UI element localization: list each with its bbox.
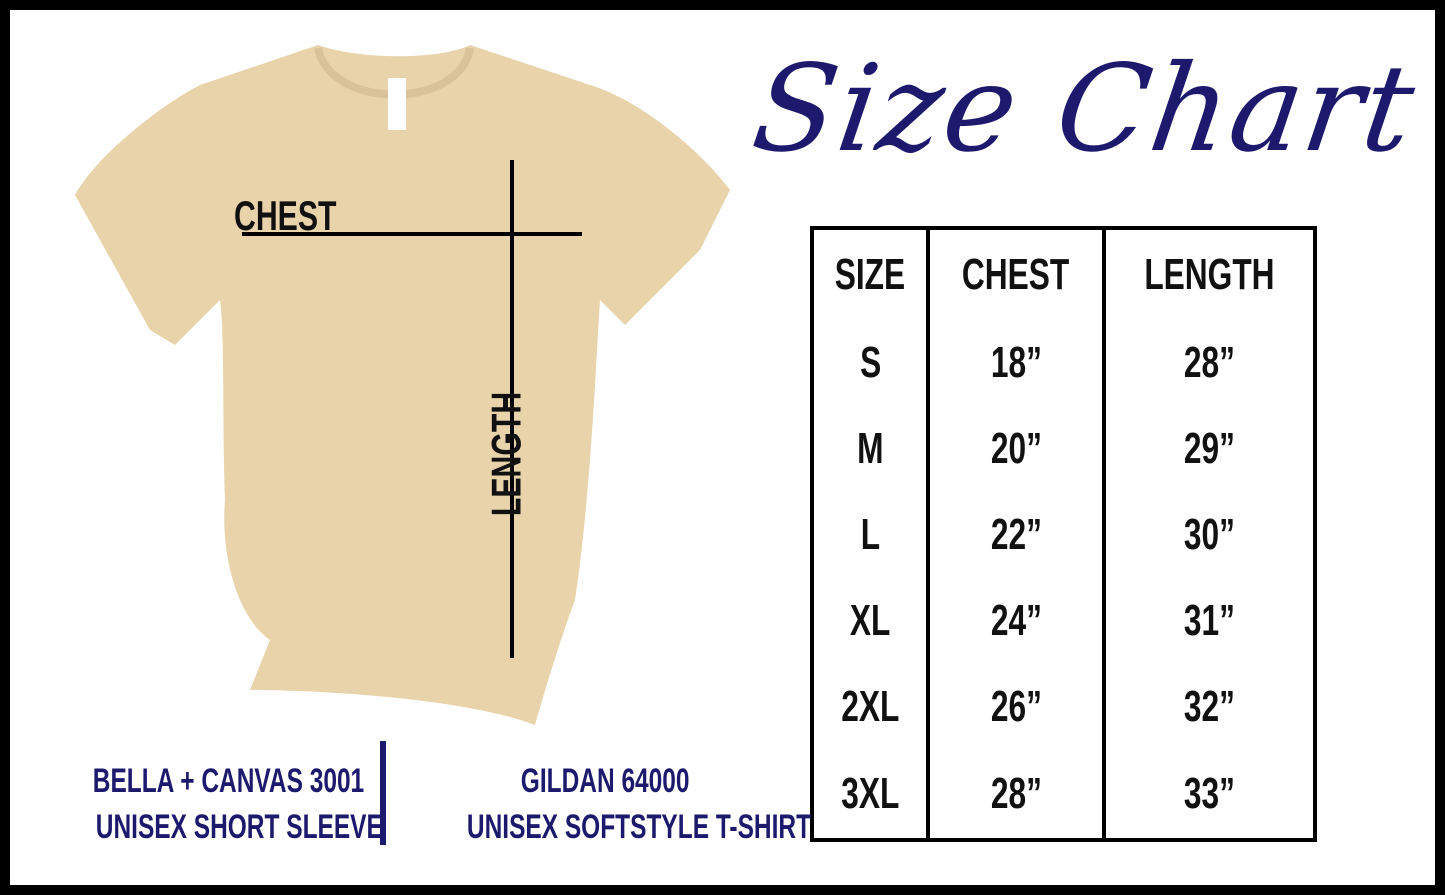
- cell-chest: 18”: [926, 320, 1106, 407]
- brand-gildan: GILDAN 64000 UNISEX SOFTSTYLE T-SHIRT: [466, 762, 812, 846]
- page-title: Size Chart: [745, 40, 1424, 179]
- brand-divider: [380, 741, 386, 845]
- cell-size: 3XL: [809, 750, 931, 840]
- table-row: L 22” 30”: [809, 492, 1318, 579]
- tshirt-body: [75, 45, 730, 725]
- header-length: LENGTH: [1101, 228, 1318, 320]
- cell-chest: 24”: [926, 578, 1106, 665]
- cell-length: 32”: [1101, 664, 1318, 751]
- cell-length: 30”: [1101, 492, 1318, 579]
- table-row: 3XL 28” 33”: [809, 750, 1318, 840]
- cell-size: XL: [809, 578, 931, 665]
- header-size: SIZE: [809, 228, 931, 320]
- length-label: LENGTH: [482, 391, 530, 517]
- cell-chest: 20”: [926, 406, 1106, 493]
- table-row: XL 24” 31”: [809, 578, 1318, 665]
- size-table: SIZE CHEST LENGTH S 18” 28” M 20” 29” L 22” 30…: [809, 226, 1318, 842]
- cell-chest: 26”: [926, 664, 1106, 751]
- cell-length: 31”: [1101, 578, 1318, 665]
- table-row: M 20” 29”: [809, 406, 1318, 493]
- header-chest: CHEST: [926, 228, 1106, 320]
- cell-size: S: [809, 320, 931, 407]
- cell-length: 33”: [1101, 750, 1318, 840]
- cell-length: 28”: [1101, 320, 1318, 407]
- table-row: 2XL 26” 32”: [809, 664, 1318, 751]
- cell-size: M: [809, 406, 931, 493]
- chest-label: CHEST: [234, 192, 337, 239]
- cell-chest: 28”: [926, 750, 1106, 840]
- tshirt-tag: [388, 78, 406, 130]
- brand-bella-canvas: BELLA + CANVAS 3001 UNISEX SHORT SLEEVE: [92, 762, 383, 846]
- table-row: S 18” 28”: [809, 320, 1318, 407]
- table-header-row: SIZE CHEST LENGTH: [809, 228, 1318, 320]
- cell-size: 2XL: [809, 664, 931, 751]
- cell-chest: 22”: [926, 492, 1106, 579]
- cell-length: 29”: [1101, 406, 1318, 493]
- cell-size: L: [809, 492, 931, 579]
